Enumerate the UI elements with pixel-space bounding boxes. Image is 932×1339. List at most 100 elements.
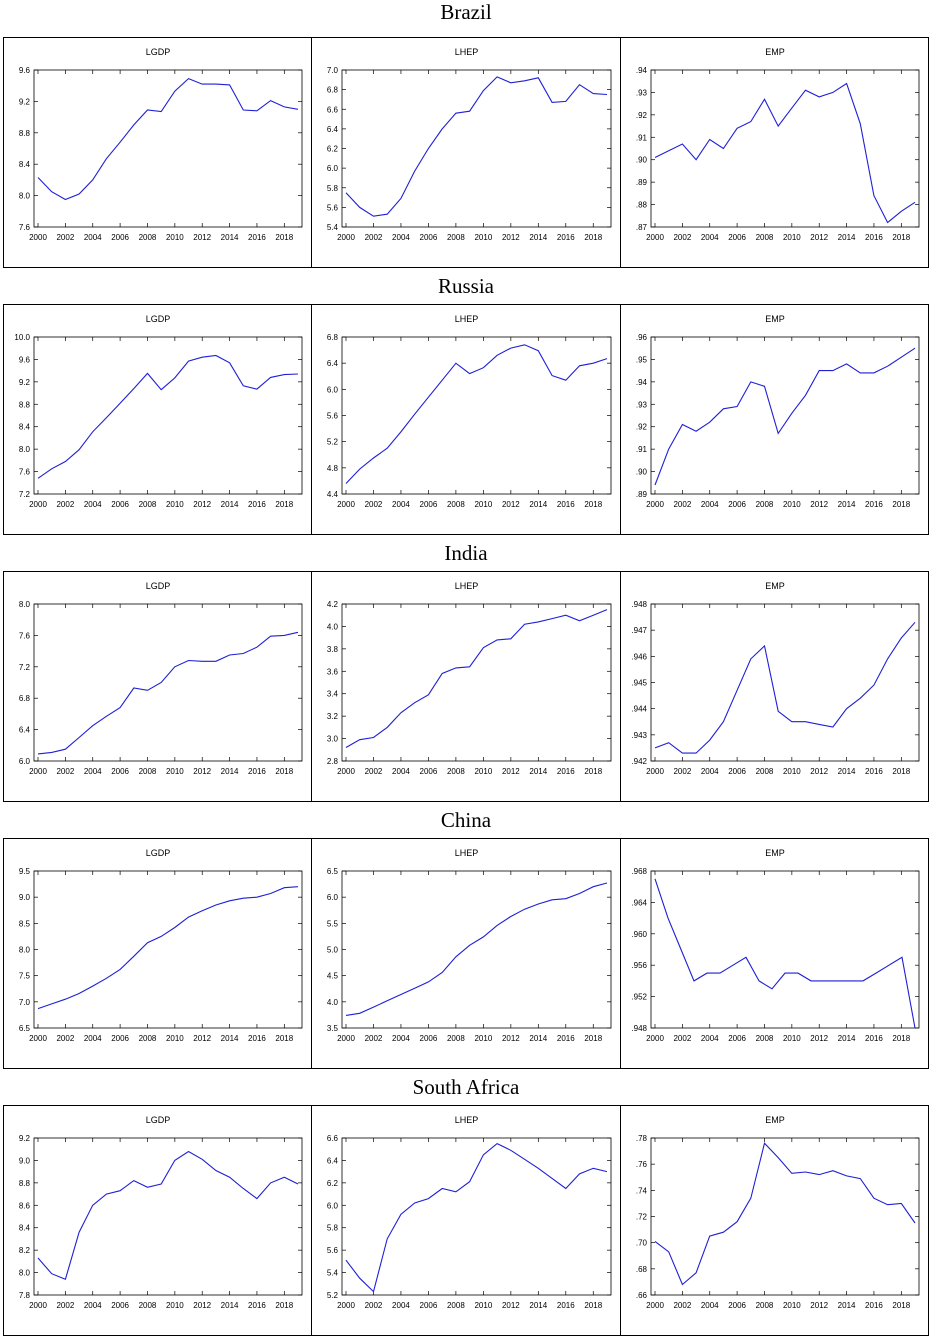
y-tick-label: 6.8 bbox=[19, 694, 31, 703]
chart-title: LGDP bbox=[146, 848, 171, 858]
chart-title: LHEP bbox=[455, 314, 479, 324]
x-tick-label: 2016 bbox=[865, 1034, 883, 1043]
y-tick-label: .70 bbox=[636, 1239, 648, 1248]
line-chart: LHEP 5.4 5.6 5.8 6.0 6.2 6.4 6.6 6.8 7.0 2000 2002 2… bbox=[327, 47, 612, 242]
x-tick-label: 2010 bbox=[166, 1301, 184, 1310]
x-tick-label: 2010 bbox=[166, 233, 184, 242]
y-tick-label: .78 bbox=[636, 1134, 648, 1143]
x-tick-label: 2018 bbox=[892, 767, 910, 776]
series-line bbox=[37, 1150, 299, 1281]
x-tick-label: 2000 bbox=[646, 233, 664, 242]
line-chart: LGDP 6.5 7.0 7.5 8.0 8.5 9.0 9.5 2000 2002 2004 200… bbox=[19, 848, 303, 1043]
x-tick-label: 2008 bbox=[139, 1301, 157, 1310]
x-tick-label: 2002 bbox=[56, 1034, 74, 1043]
series-line bbox=[345, 76, 608, 217]
x-tick-label: 2008 bbox=[139, 1034, 157, 1043]
y-tick-label: 8.8 bbox=[19, 129, 31, 138]
chart-title: EMP bbox=[765, 47, 785, 57]
series-line bbox=[345, 882, 608, 1016]
y-tick-label: .88 bbox=[636, 201, 648, 210]
y-tick-label: 4.2 bbox=[327, 600, 339, 609]
plot-frame bbox=[33, 69, 303, 228]
series-line bbox=[345, 1142, 608, 1293]
y-tick-label: 6.0 bbox=[327, 893, 339, 902]
panel-divider bbox=[311, 38, 312, 267]
y-tick-label: 6.4 bbox=[19, 726, 31, 735]
line-chart: LHEP 2.8 3.0 3.2 3.4 3.6 3.8 4.0 4.2 2000 2002 2004… bbox=[327, 581, 612, 776]
y-tick-label: 6.0 bbox=[327, 164, 339, 173]
y-tick-label: 8.4 bbox=[19, 423, 31, 432]
x-tick-label: 2006 bbox=[420, 767, 438, 776]
x-tick-label: 2006 bbox=[420, 1034, 438, 1043]
x-tick-label: 2014 bbox=[221, 500, 239, 509]
x-tick-label: 2010 bbox=[474, 1034, 492, 1043]
x-tick-label: 2006 bbox=[420, 233, 438, 242]
y-tick-label: 8.0 bbox=[19, 445, 31, 454]
x-tick-label: 2012 bbox=[810, 1301, 828, 1310]
chart-title: LGDP bbox=[146, 47, 171, 57]
y-tick-label: 8.0 bbox=[19, 600, 31, 609]
x-tick-label: 2018 bbox=[584, 500, 602, 509]
y-tick-label: .95 bbox=[636, 355, 648, 364]
x-tick-label: 2012 bbox=[502, 767, 520, 776]
plot-frame bbox=[650, 69, 920, 228]
x-tick-label: 2002 bbox=[56, 500, 74, 509]
y-tick-label: .90 bbox=[636, 468, 648, 477]
x-tick-label: 2006 bbox=[111, 500, 129, 509]
y-tick-label: 8.0 bbox=[19, 192, 31, 201]
chart-title: EMP bbox=[765, 848, 785, 858]
y-tick-label: 5.6 bbox=[327, 412, 339, 421]
plot-frame bbox=[341, 69, 612, 228]
x-tick-label: 2002 bbox=[56, 233, 74, 242]
y-tick-label: 8.2 bbox=[19, 1246, 31, 1255]
x-tick-label: 2016 bbox=[865, 233, 883, 242]
panel-divider bbox=[311, 572, 312, 801]
x-tick-label: 2018 bbox=[892, 233, 910, 242]
y-tick-label: 4.0 bbox=[327, 998, 339, 1007]
y-tick-label: .960 bbox=[631, 930, 647, 939]
y-tick-label: .945 bbox=[631, 679, 647, 688]
y-tick-label: 8.0 bbox=[19, 1269, 31, 1278]
x-tick-label: 2008 bbox=[447, 500, 465, 509]
y-tick-label: 5.4 bbox=[327, 1269, 339, 1278]
y-tick-label: 6.2 bbox=[327, 145, 339, 154]
x-tick-label: 2014 bbox=[529, 1301, 547, 1310]
y-tick-label: .66 bbox=[636, 1291, 648, 1300]
x-tick-label: 2004 bbox=[84, 233, 102, 242]
x-tick-label: 2010 bbox=[783, 233, 801, 242]
y-tick-label: .947 bbox=[631, 626, 647, 635]
x-tick-label: 2002 bbox=[673, 233, 691, 242]
series-line bbox=[654, 82, 916, 224]
line-chart: LHEP 3.5 4.0 4.5 5.0 5.5 6.0 6.5 2000 2002 2004 200… bbox=[327, 848, 612, 1043]
x-tick-label: 2012 bbox=[193, 1301, 211, 1310]
plot-frame bbox=[33, 1137, 303, 1296]
country-title: Brazil bbox=[440, 0, 492, 24]
x-tick-label: 2010 bbox=[783, 1301, 801, 1310]
x-tick-label: 2012 bbox=[502, 233, 520, 242]
plot-frame bbox=[341, 603, 612, 762]
x-tick-label: 2004 bbox=[392, 767, 410, 776]
x-tick-label: 2014 bbox=[838, 1301, 856, 1310]
y-tick-label: 5.5 bbox=[327, 919, 339, 928]
y-tick-label: 6.0 bbox=[327, 385, 339, 394]
y-tick-label: 9.2 bbox=[19, 378, 31, 387]
x-tick-label: 2008 bbox=[447, 233, 465, 242]
x-tick-label: 2010 bbox=[474, 1301, 492, 1310]
x-tick-label: 2004 bbox=[392, 1301, 410, 1310]
x-tick-label: 2018 bbox=[275, 233, 293, 242]
x-tick-label: 2000 bbox=[646, 1034, 664, 1043]
y-tick-label: .87 bbox=[636, 223, 648, 232]
x-tick-label: 2000 bbox=[29, 767, 47, 776]
y-tick-label: 3.4 bbox=[327, 690, 339, 699]
y-tick-label: 5.8 bbox=[327, 1224, 339, 1233]
x-tick-label: 2000 bbox=[337, 500, 355, 509]
y-tick-label: 8.4 bbox=[19, 1224, 31, 1233]
x-tick-label: 2010 bbox=[783, 500, 801, 509]
x-tick-label: 2010 bbox=[474, 767, 492, 776]
x-tick-label: 2014 bbox=[221, 1034, 239, 1043]
x-tick-label: 2012 bbox=[810, 233, 828, 242]
series-line bbox=[654, 878, 916, 1029]
plot-frame bbox=[33, 603, 303, 762]
y-tick-label: 6.4 bbox=[327, 125, 339, 134]
chart-title: LGDP bbox=[146, 1115, 171, 1125]
